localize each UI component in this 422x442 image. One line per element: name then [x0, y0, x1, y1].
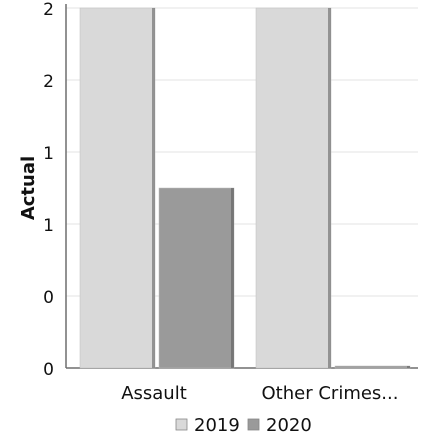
y-tick-label: 2 — [43, 0, 54, 20]
y-tick-label: 0 — [43, 360, 54, 380]
bar-edge — [328, 8, 331, 368]
y-tick-label: 1 — [43, 144, 54, 164]
y-axis-ticks: 0 0 1 1 2 2 — [43, 0, 54, 380]
x-axis-categories: Assault Other Crimes... — [121, 383, 398, 404]
bar-edge — [152, 8, 155, 368]
bar-2020 — [334, 365, 411, 369]
legend-swatch — [175, 418, 188, 431]
legend-label: 2020 — [266, 415, 312, 436]
bar-2019 — [255, 7, 332, 369]
x-category-label: Assault — [121, 383, 187, 404]
bar-2020 — [158, 187, 235, 369]
y-tick-label: 1 — [43, 216, 54, 236]
y-tick-label: 0 — [43, 288, 54, 308]
legend-swatch — [247, 418, 260, 431]
bar-2019 — [79, 7, 156, 369]
bars — [79, 7, 411, 369]
bar-edge — [231, 188, 234, 368]
legend-label: 2019 — [194, 415, 240, 436]
bar-edge — [407, 366, 410, 368]
legend: 2019 2020 — [175, 415, 312, 436]
y-tick-label: 2 — [43, 72, 54, 92]
y-axis-title: Actual — [18, 156, 39, 220]
x-category-label: Other Crimes... — [262, 383, 399, 404]
